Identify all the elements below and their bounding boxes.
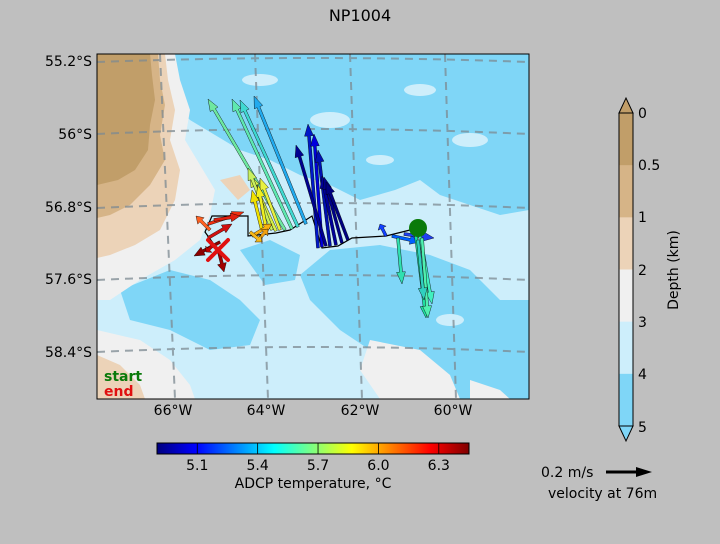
legend-start-label: start [104, 369, 142, 385]
velocity-arrow [195, 215, 212, 232]
velocity-arrow [253, 95, 308, 225]
velocity-arrow [416, 239, 428, 301]
lon-tick-label: 64°W [247, 403, 286, 419]
velocity-arrow [294, 144, 328, 247]
depth-tick-label: 5 [638, 420, 647, 436]
depth-colorbar-segment [619, 217, 633, 270]
temperature-colorbar-gradient [157, 443, 469, 454]
depth-colorbar-frame [618, 112, 634, 427]
temperature-tick-label: 6.0 [367, 458, 389, 474]
velocity-scale-caption: velocity at 76m [548, 486, 657, 502]
velocity-arrow [248, 230, 263, 243]
depth-tick-label: 4 [638, 367, 647, 383]
end-marker [206, 238, 230, 262]
lon-tick-label: 62°W [341, 403, 380, 419]
depth-colorbar-label: Depth (km) [666, 230, 682, 310]
depth-tick-label: 2 [638, 263, 647, 279]
depth-colorbar-bottom-arrow [618, 425, 634, 443]
velocity-arrow [310, 133, 324, 248]
lat-tick-label: 55.2°S [45, 54, 92, 70]
velocity-arrow [325, 181, 350, 241]
velocity-arrow [255, 184, 268, 229]
temperature-colorbar-frame [156, 442, 470, 455]
temperature-colorbar-label: ADCP temperature, °C [235, 476, 392, 492]
depth-colorbar-segment [619, 373, 633, 427]
depth-colorbar-segment [619, 269, 633, 323]
latitude-ticks: 55.2°S 56°S 56.8°S 57.6°S 58.4°S [45, 54, 92, 361]
velocity-arrow [206, 223, 233, 240]
shallow-patches [242, 74, 488, 326]
temperature-tick-label: 5.1 [186, 458, 208, 474]
map-panel: start end 55.2°S 56°S 56.8°S 57.6°S 58.4… [45, 53, 530, 419]
temperature-colorbar: 5.1 5.4 5.7 6.0 6.3 ADCP temperature, °C [156, 442, 470, 492]
velocity-arrows [193, 95, 435, 319]
depth-colorbar-segment [619, 165, 633, 218]
depth-colorbar-top-arrow [618, 96, 634, 114]
velocity-arrow [250, 189, 264, 231]
depth-colorbar: 0 0.5 1 2 3 4 5 Depth (km) [618, 96, 682, 443]
legend-end-label: end [104, 384, 133, 400]
depth-tick-label: 3 [638, 315, 647, 331]
velocity-scale-label: 0.2 m/s [541, 465, 593, 481]
lat-tick-label: 56°S [58, 127, 92, 143]
temperature-tick-label: 5.7 [307, 458, 329, 474]
depth-colorbar-segments [619, 113, 633, 427]
velocity-scale-arrow-head [636, 467, 652, 477]
velocity-arrow [396, 237, 406, 285]
map-frame [96, 53, 530, 400]
velocity-arrow [239, 99, 300, 228]
velocity-arrow [377, 223, 388, 237]
velocity-arrow [259, 177, 282, 231]
longitude-ticks: 66°W 64°W 62°W 60°W [154, 403, 473, 419]
temperature-tick-label: 5.4 [247, 458, 269, 474]
temperature-tick-label: 6.3 [428, 458, 450, 474]
land-areas [97, 54, 155, 185]
lat-tick-label: 56.8°S [45, 200, 92, 216]
depth-tick-label: 0 [638, 106, 647, 122]
velocity-scale: 0.2 m/s velocity at 76m [541, 465, 657, 502]
figure-title: NP1004 [329, 6, 391, 25]
lon-tick-label: 60°W [434, 403, 473, 419]
depth-tick-label: 0.5 [638, 158, 660, 174]
lat-tick-label: 58.4°S [45, 345, 92, 361]
depth-colorbar-segment [619, 321, 633, 375]
velocity-arrow [231, 98, 294, 230]
ship-track [204, 215, 419, 251]
depth-tick-label: 1 [638, 210, 647, 226]
velocity-arrow [314, 149, 332, 247]
lat-tick-label: 57.6°S [45, 272, 92, 288]
depth-colorbar-segment [619, 113, 633, 166]
velocity-arrow [213, 212, 241, 223]
start-marker [409, 219, 427, 237]
temperature-colorbar-ticks: 5.1 5.4 5.7 6.0 6.3 [186, 443, 450, 474]
velocity-arrow [420, 237, 432, 319]
lon-tick-label: 66°W [154, 403, 193, 419]
